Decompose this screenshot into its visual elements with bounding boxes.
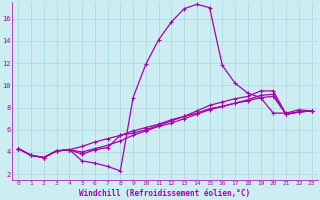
- X-axis label: Windchill (Refroidissement éolien,°C): Windchill (Refroidissement éolien,°C): [79, 189, 251, 198]
